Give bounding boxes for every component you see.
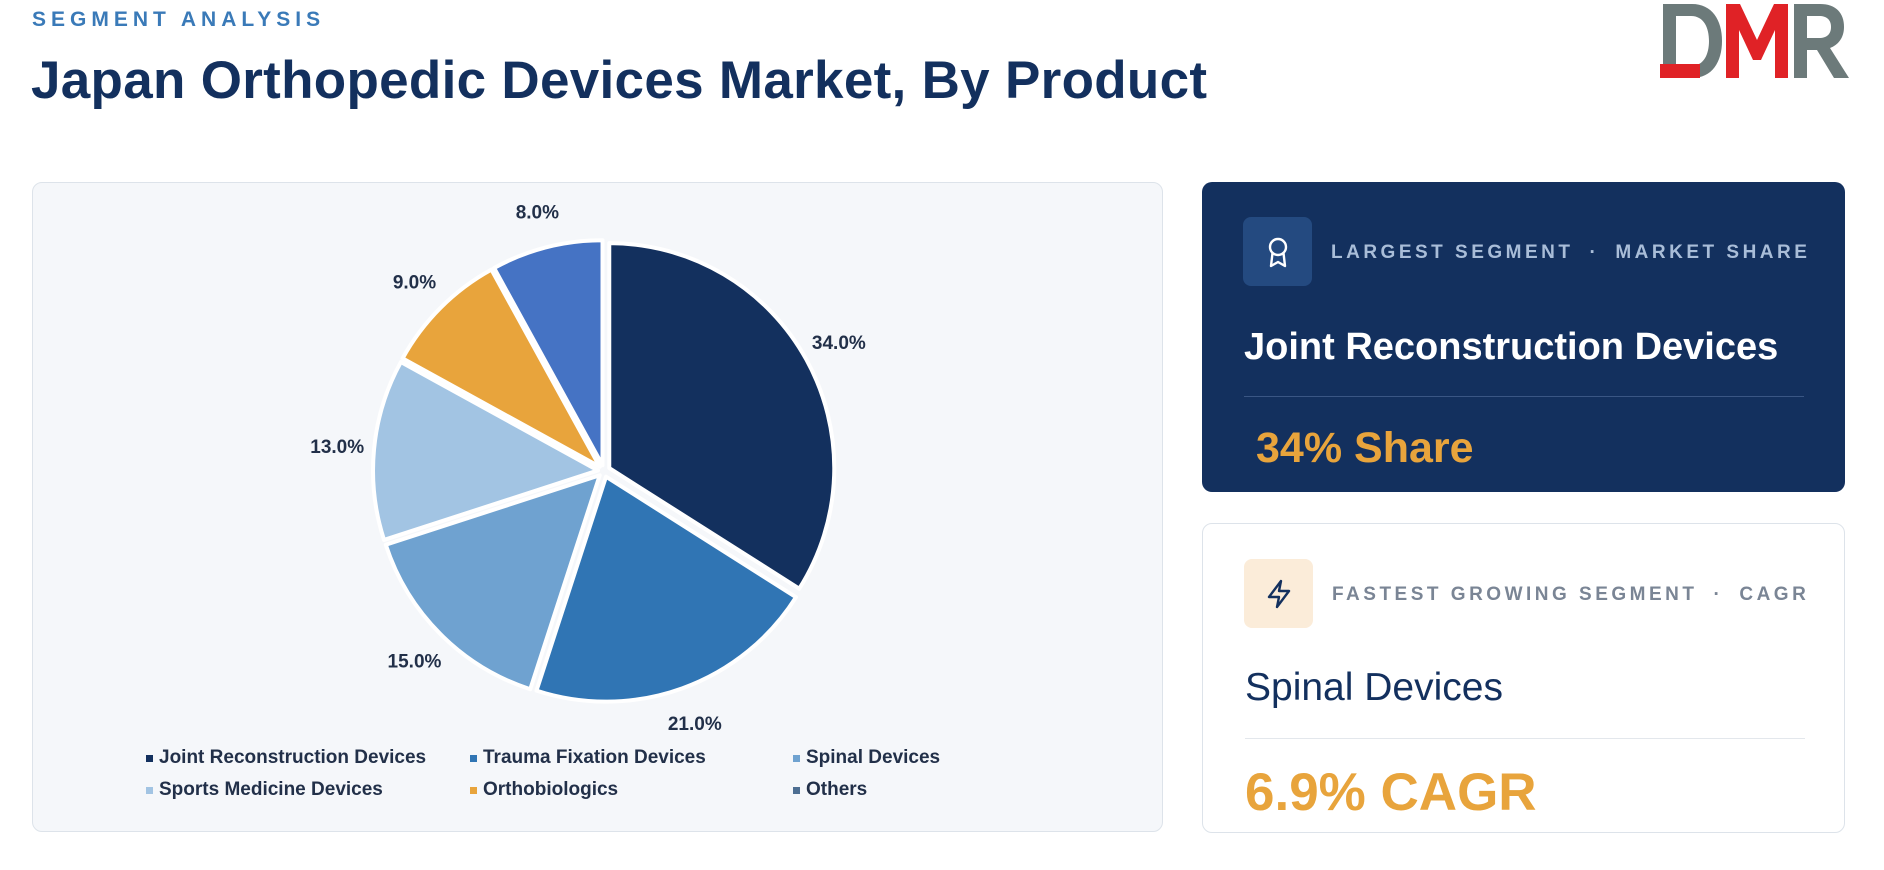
legend-swatch	[793, 786, 800, 794]
legend-item: Others	[793, 779, 1093, 801]
pie-slice	[371, 360, 601, 542]
slice-value-label: 13.0%	[310, 437, 364, 458]
divider	[1245, 738, 1805, 739]
dmr-logo	[1660, 4, 1849, 78]
card-meta-left: LARGEST SEGMENT	[1331, 242, 1574, 263]
legend-label: Others	[806, 779, 868, 800]
segment-name: Spinal Devices	[1245, 666, 1503, 709]
fastest-growing-card: FASTEST GROWING SEGMENT · CAGR Spinal Devi…	[1202, 523, 1845, 833]
separator-dot: ·	[1713, 584, 1724, 605]
chart-legend: Joint Reconstruction Devices Trauma Fixa…	[146, 747, 1106, 801]
legend-label: Orthobiologics	[483, 779, 619, 800]
legend-swatch	[470, 754, 477, 762]
pie-slice	[400, 267, 602, 469]
legend-label: Joint Reconstruction Devices	[159, 747, 427, 768]
cagr-value: 6.9% CAGR	[1245, 763, 1537, 822]
card-meta-right: MARKET SHARE	[1615, 242, 1811, 263]
slice-value-label: 8.0%	[516, 202, 559, 223]
legend-item: Joint Reconstruction Devices	[146, 747, 470, 769]
slice-value-label: 15.0%	[388, 652, 442, 673]
card-meta: LARGEST SEGMENT · MARKET SHARE	[1331, 242, 1810, 264]
legend-item: Trauma Fixation Devices	[470, 747, 793, 769]
pie-slice	[607, 241, 837, 591]
divider	[1244, 396, 1804, 397]
legend-swatch	[793, 754, 800, 762]
award-icon	[1243, 217, 1312, 286]
chart-panel: 34.0% 21.0% 15.0% 13.0% 9.0% 8.0% Joint Recon…	[32, 182, 1163, 832]
legend-label: Sports Medicine Devices	[159, 779, 383, 800]
legend-item: Spinal Devices	[793, 747, 1093, 769]
card-meta-right: CAGR	[1739, 584, 1810, 605]
share-value: 34% Share	[1256, 424, 1474, 472]
pie-chart: 34.0% 21.0% 15.0% 13.0% 9.0% 8.0%	[310, 202, 866, 735]
legend-label: Trauma Fixation Devices	[483, 747, 706, 768]
pie-slice	[492, 238, 605, 468]
card-meta: FASTEST GROWING SEGMENT · CAGR	[1332, 584, 1809, 606]
slice-value-label: 21.0%	[668, 714, 722, 735]
lightning-icon	[1244, 559, 1313, 628]
legend-swatch	[146, 754, 153, 762]
slice-value-label: 34.0%	[812, 333, 866, 354]
legend-item: Sports Medicine Devices	[146, 779, 470, 801]
legend-swatch	[470, 786, 477, 794]
page-title: Japan Orthopedic Devices Market, By Prod…	[31, 51, 1208, 110]
card-meta-left: FASTEST GROWING SEGMENT	[1332, 584, 1698, 605]
legend-label: Spinal Devices	[806, 747, 941, 768]
pie-slice	[534, 474, 799, 704]
pie-slice	[383, 473, 602, 692]
legend-item: Orthobiologics	[470, 779, 793, 801]
legend-swatch	[146, 786, 153, 794]
slice-value-label: 9.0%	[393, 272, 436, 293]
eyebrow-label: SEGMENT ANALYSIS	[32, 8, 326, 31]
largest-segment-card: LARGEST SEGMENT · MARKET SHARE Joint Recon…	[1202, 182, 1845, 492]
segment-name: Joint Reconstruction Devices	[1244, 326, 1779, 368]
separator-dot: ·	[1589, 242, 1600, 263]
